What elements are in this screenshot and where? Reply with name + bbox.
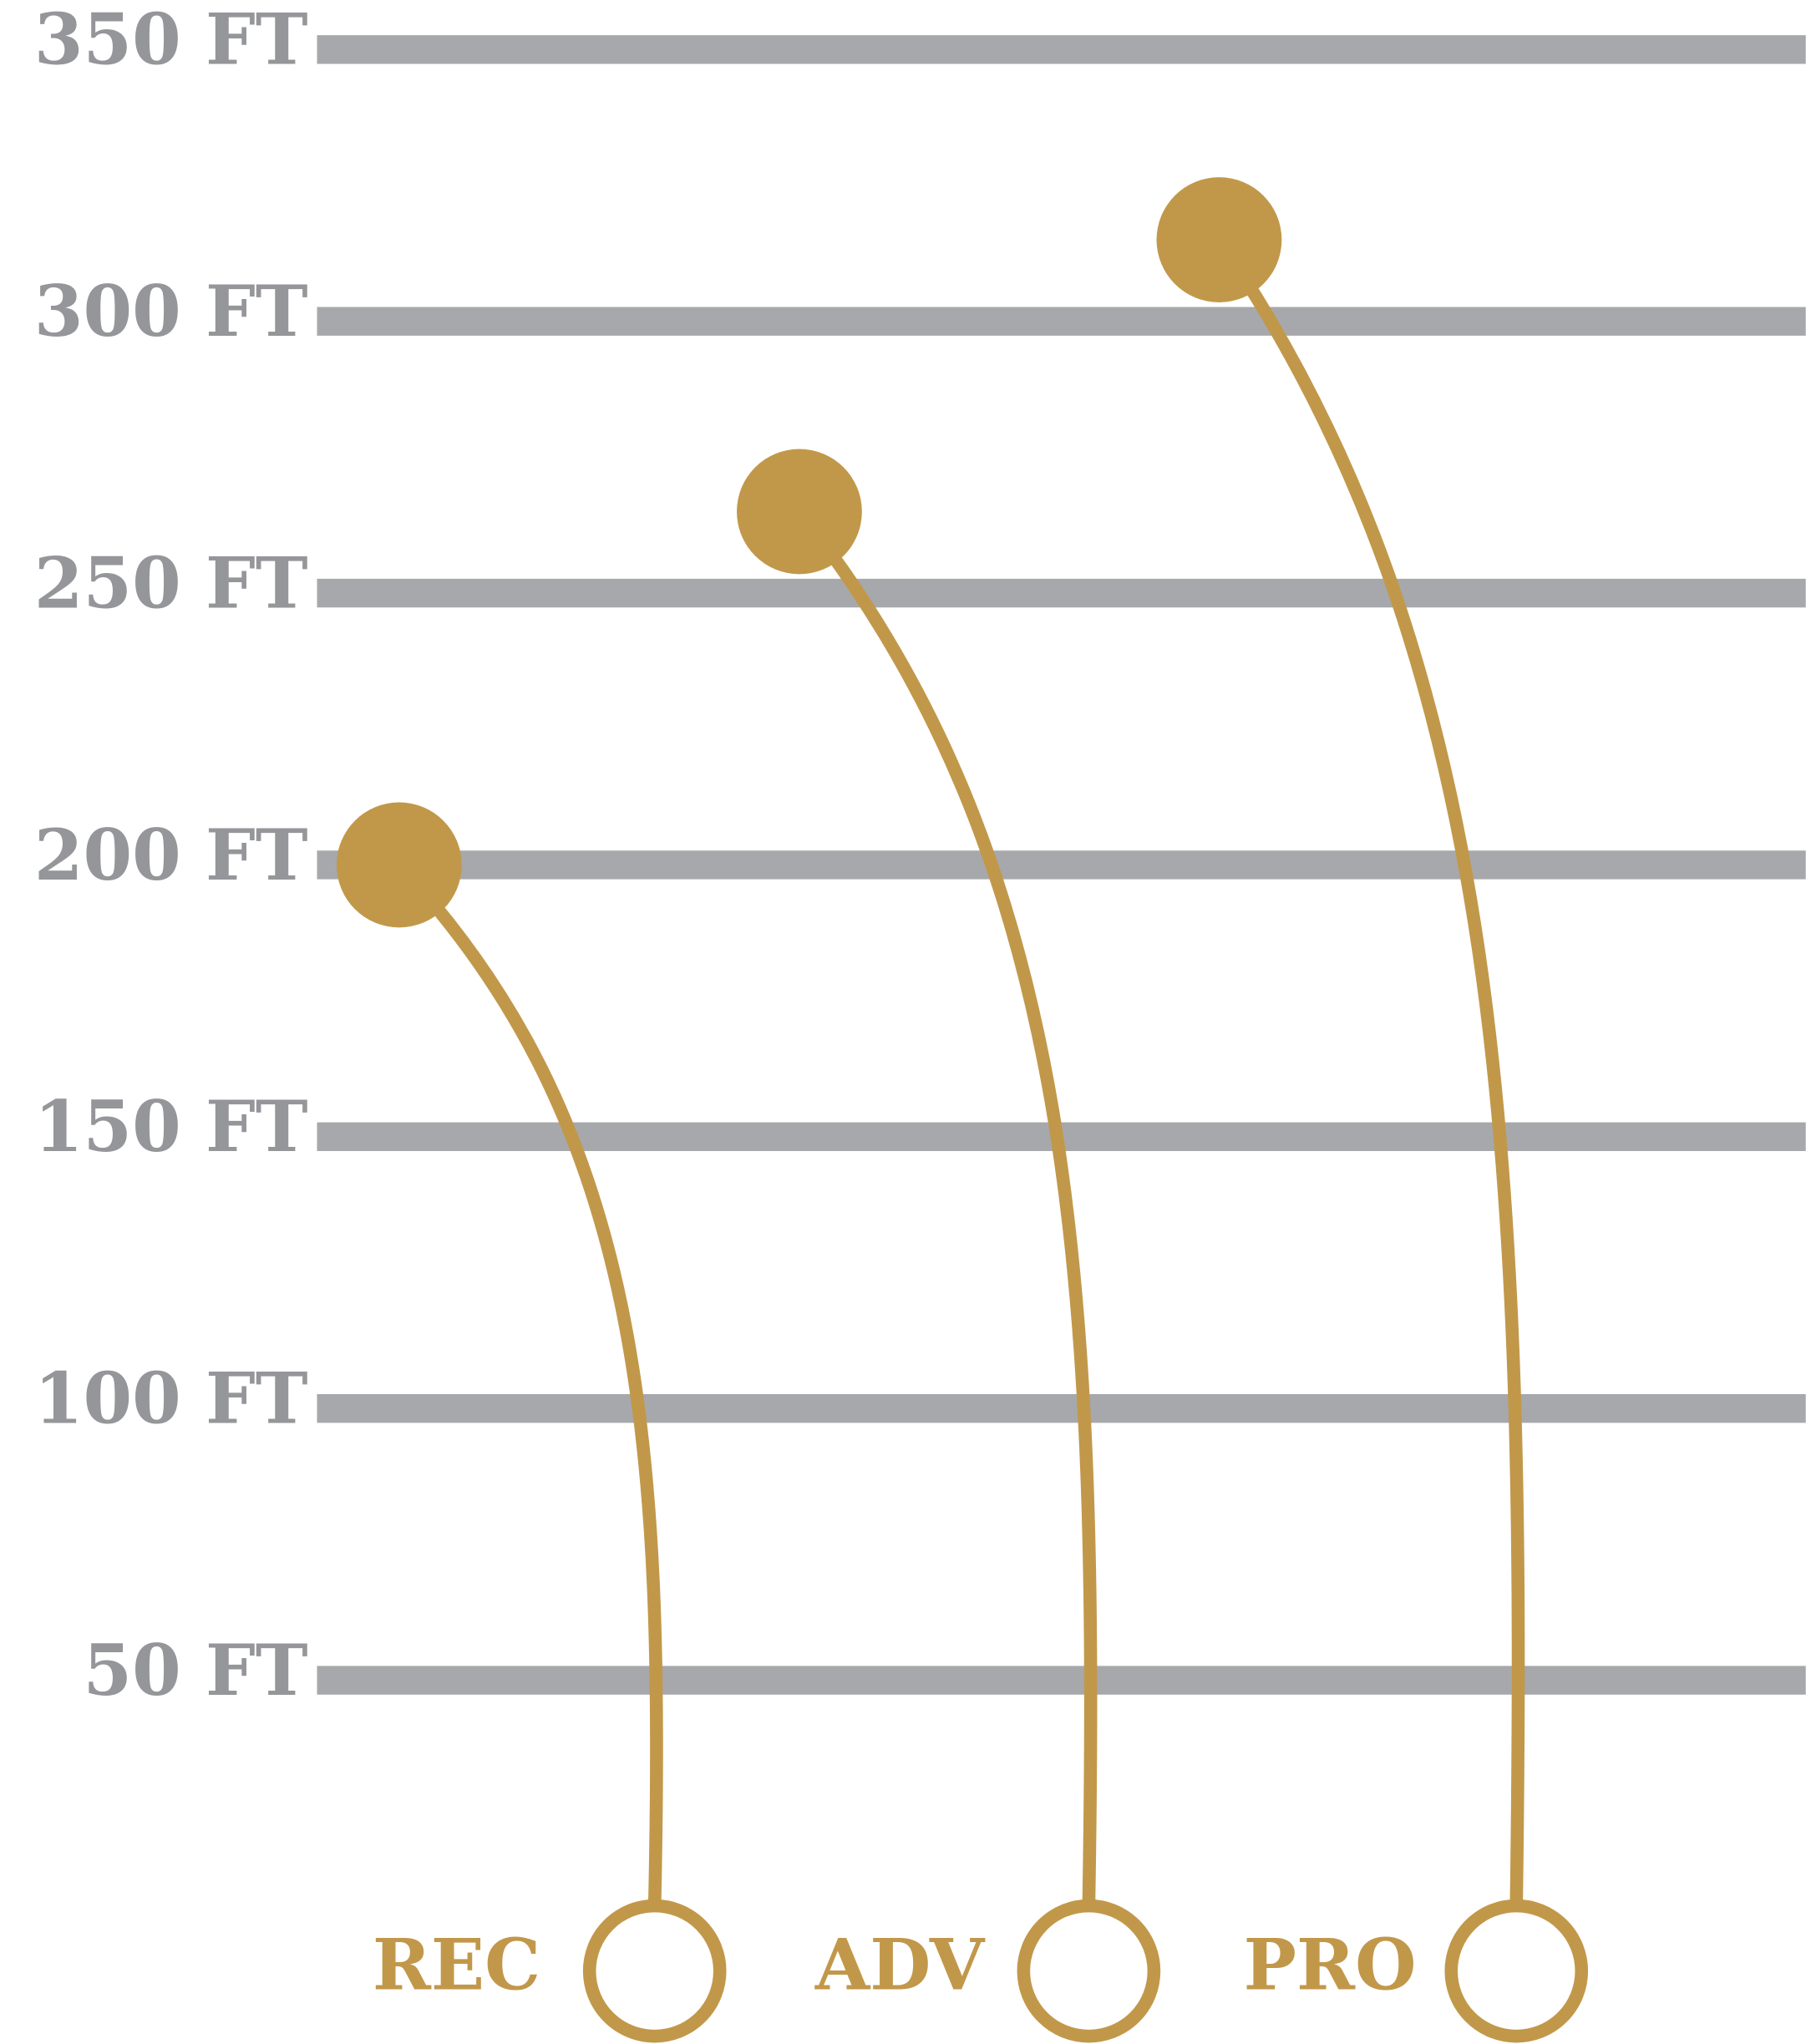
stem [394,860,663,1906]
base-ring [1444,1899,1589,2043]
category-label: REC [373,1924,540,2006]
base-ring [1017,1899,1161,2043]
y-tick-label: 100 FT [34,1357,308,1440]
stem [794,507,1098,1906]
stem [1213,236,1525,1906]
dot [1156,177,1282,302]
category-label: PRO [1244,1924,1417,2006]
y-tick-label: 200 FT [34,814,308,896]
y-tick-label: 350 FT [34,0,308,81]
y-tick-label: 250 FT [34,541,308,624]
dot [737,449,862,575]
dot [336,802,462,928]
category-label: ADV [814,1924,986,2006]
y-tick-label: 300 FT [34,270,308,353]
base-ring [582,1899,727,2043]
y-tick-label: 50 FT [83,1629,307,1712]
y-tick-label: 150 FT [34,1085,308,1168]
